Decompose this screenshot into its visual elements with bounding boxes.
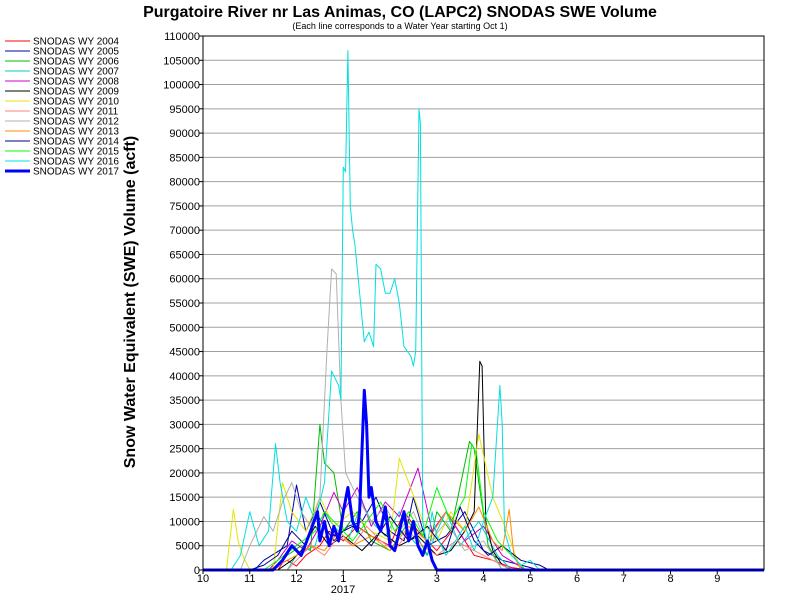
y-axis-label: Snow Water Equivalent (SWE) Volume (acft… (122, 136, 139, 468)
y-tick-label: 80000 (169, 177, 200, 189)
x-tick-label: 1 (340, 573, 346, 585)
x-tick-label: 11 (244, 573, 255, 585)
y-tick-label: 65000 (169, 249, 200, 261)
y-tick-label: 70000 (169, 225, 200, 237)
x-tick-label: 3 (434, 573, 440, 585)
y-tick-label: 50000 (169, 322, 200, 334)
x-axis-ticks: 10 11 12 1 2 3 4 5 6 7 8 9 (197, 570, 720, 585)
y-tick-label: 95000 (169, 104, 200, 116)
x-tick-label: 8 (667, 573, 673, 585)
y-tick-label: 30000 (169, 419, 200, 431)
y-tick-label: 105000 (163, 55, 200, 67)
y-tick-label: 85000 (169, 152, 200, 164)
y-tick-label: 35000 (169, 395, 200, 407)
series-line-13 (203, 50, 764, 571)
y-tick-label: 5000 (176, 541, 200, 553)
legend-label: SNODAS WY 2008 (33, 77, 119, 88)
legend-label: SNODAS WY 2013 (33, 127, 119, 138)
y-tick-label: 15000 (169, 492, 200, 504)
series-lines (203, 50, 764, 572)
legend-label: SNODAS WY 2012 (33, 117, 119, 128)
y-tick-label: 40000 (169, 371, 200, 383)
chart-subtitle: (Each line corresponds to a Water Year s… (292, 21, 507, 31)
legend-label: SNODAS WY 2011 (33, 107, 119, 118)
series-line-7 (203, 433, 764, 571)
y-tick-label: 55000 (169, 298, 200, 310)
y-tick-label: 100000 (163, 80, 200, 92)
y-tick-label: 60000 (169, 274, 200, 286)
x-tick-label: 5 (527, 573, 533, 585)
series-line-3 (203, 423, 764, 571)
legend-label: SNODAS WY 2004 (33, 37, 119, 48)
x-tick-label: 2 (387, 573, 393, 585)
x-tick-label: 7 (621, 573, 627, 585)
legend-label: SNODAS WY 2009 (33, 87, 119, 98)
series-line-14 (203, 388, 764, 572)
series-line-5 (203, 467, 764, 571)
y-tick-label: 45000 (169, 347, 200, 359)
y-tick-label: 25000 (169, 444, 200, 456)
chart-title: Purgatoire River nr Las Animas, CO (LAPC… (143, 4, 657, 21)
legend-label: SNODAS WY 2016 (33, 157, 119, 168)
x-tick-label: 9 (714, 573, 720, 585)
series-line-8 (203, 525, 764, 571)
y-axis-ticks: 0 5000 10000 15000 20000 25000 30000 35000 40000… (163, 31, 203, 577)
y-tick-label: 110000 (164, 31, 200, 43)
x-tick-label: 10 (197, 573, 209, 585)
series-line-9 (203, 268, 764, 571)
x-tick-label: 6 (574, 573, 580, 585)
legend-label: SNODAS WY 2017 (33, 167, 119, 178)
legend-label: SNODAS WY 2007 (33, 67, 119, 78)
y-tick-label: 75000 (169, 201, 200, 213)
y-tick-label: 0 (194, 565, 200, 577)
legend-label: SNODAS WY 2006 (33, 57, 119, 68)
y-tick-label: 20000 (169, 468, 200, 480)
x-tick-label: 12 (290, 573, 302, 585)
legend-label: SNODAS WY 2014 (33, 137, 119, 148)
x-tick-label: 4 (480, 573, 486, 585)
legend-label: SNODAS WY 2005 (33, 47, 119, 58)
x-year-label: 2017 (331, 584, 355, 596)
legend-label: SNODAS WY 2010 (33, 97, 119, 108)
y-tick-label: 90000 (169, 128, 200, 140)
y-tick-label: 10000 (169, 516, 200, 528)
legend-label: SNODAS WY 2015 (33, 147, 119, 158)
